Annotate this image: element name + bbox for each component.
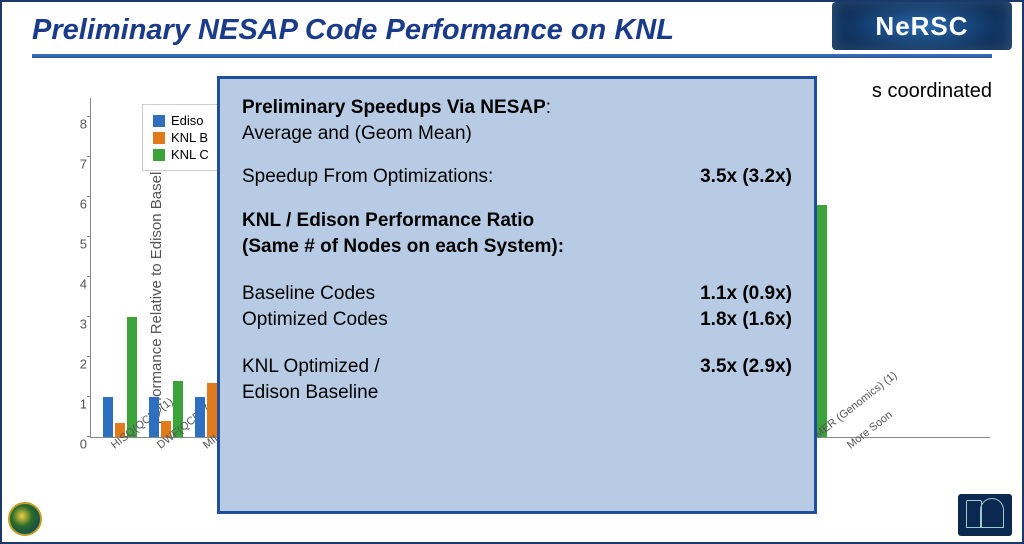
overlay-heading-2b: (Same # of Nodes on each System): bbox=[242, 234, 792, 260]
slide: Preliminary NESAP Code Performance on KN… bbox=[0, 0, 1024, 544]
berkeley-lab-logo bbox=[958, 494, 1012, 536]
bar bbox=[127, 317, 137, 437]
overlay-sub1: Average and (Geom Mean) bbox=[242, 121, 792, 147]
optimized-row: Optimized Codes 1.8x (1.6x) bbox=[242, 307, 792, 333]
final-value: 3.5x (2.9x) bbox=[700, 354, 792, 380]
title-underline bbox=[32, 54, 992, 58]
speedup-row: Speedup From Optimizations: 3.5x (3.2x) bbox=[242, 164, 792, 190]
optimized-value: 1.8x (1.6x) bbox=[700, 307, 792, 333]
y-tick-label: 2 bbox=[69, 357, 87, 372]
y-tick-label: 3 bbox=[69, 317, 87, 332]
final-row: KNL Optimized / Edison Baseline 3.5x (2.… bbox=[242, 354, 792, 405]
speedup-label: Speedup From Optimizations: bbox=[242, 164, 493, 190]
baseline-label: Baseline Codes bbox=[242, 281, 375, 307]
nersc-logo: NeRSC bbox=[832, 2, 1012, 50]
legend-swatch bbox=[153, 115, 165, 127]
bar-group bbox=[103, 317, 137, 437]
y-tick-label: 4 bbox=[69, 277, 87, 292]
baseline-value: 1.1x (0.9x) bbox=[700, 281, 792, 307]
overlay-heading-1: Preliminary Speedups Via NESAP: bbox=[242, 95, 792, 121]
doe-seal-icon bbox=[8, 502, 42, 536]
legend-label: KNL C bbox=[171, 147, 209, 162]
legend-swatch bbox=[153, 132, 165, 144]
legend-label: Ediso bbox=[171, 113, 204, 128]
legend-label: KNL B bbox=[171, 130, 208, 145]
y-tick-label: 5 bbox=[69, 237, 87, 252]
bar bbox=[149, 397, 159, 437]
bar bbox=[817, 205, 827, 437]
overlay-heading-2a: KNL / Edison Performance Ratio bbox=[242, 208, 792, 234]
legend-item: Ediso bbox=[153, 113, 209, 128]
speedup-value: 3.5x (3.2x) bbox=[700, 164, 792, 190]
legend-item: KNL C bbox=[153, 147, 209, 162]
y-tick-label: 6 bbox=[69, 197, 87, 212]
legend-item: KNL B bbox=[153, 130, 209, 145]
legend-swatch bbox=[153, 149, 165, 161]
y-tick-label: 8 bbox=[69, 117, 87, 132]
baseline-row: Baseline Codes 1.1x (0.9x) bbox=[242, 281, 792, 307]
y-tick-label: 0 bbox=[69, 437, 87, 452]
optimized-label: Optimized Codes bbox=[242, 307, 388, 333]
bar bbox=[195, 397, 205, 437]
chart-legend: Ediso KNL B KNL C bbox=[142, 104, 220, 171]
y-tick-label: 7 bbox=[69, 157, 87, 172]
bar bbox=[103, 397, 113, 437]
speedup-summary-box: Preliminary Speedups Via NESAP: Average … bbox=[217, 76, 817, 514]
page-title: Preliminary NESAP Code Performance on KN… bbox=[32, 14, 674, 47]
y-tick-label: 1 bbox=[69, 397, 87, 412]
final-label: KNL Optimized / Edison Baseline bbox=[242, 354, 380, 405]
